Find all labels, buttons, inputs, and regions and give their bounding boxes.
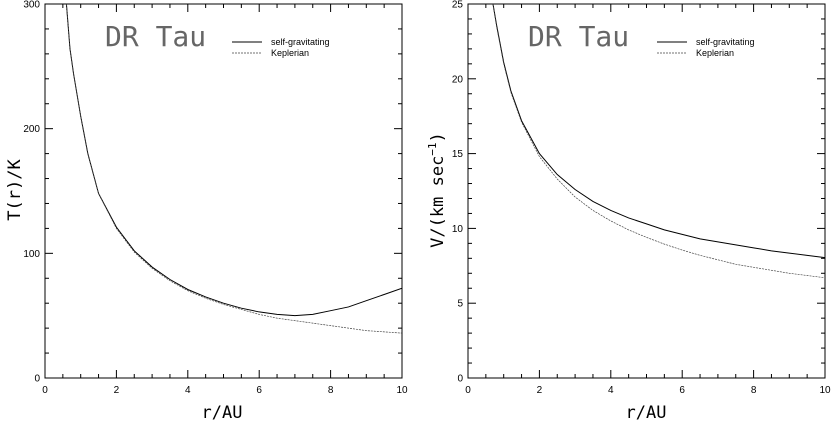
legend-label-keplerian: Keplerian	[271, 48, 309, 58]
y-tick-label: 300	[23, 0, 40, 11]
x-axis-label: r/AU	[626, 403, 667, 423]
legend-label-self-gravitating: self-gravitating	[696, 37, 755, 47]
keplerian-line	[492, 4, 825, 279]
series-group	[492, 4, 825, 279]
x-axis-label: r/AU	[202, 403, 243, 423]
y-tick-label: 20	[452, 74, 464, 85]
x-tick-label: 8	[328, 385, 334, 396]
y-tick-label: 15	[452, 149, 464, 160]
x-tick-label: 8	[751, 385, 757, 396]
x-tick-label: 4	[185, 385, 191, 396]
y-tick-label: 0	[457, 374, 463, 385]
y-tick-label: 200	[23, 124, 40, 135]
x-tick-label: 0	[42, 385, 48, 396]
series-group	[65, 4, 402, 334]
x-tick-label: 6	[679, 385, 685, 396]
x-tick-label: 2	[114, 385, 120, 396]
panel-title: DR Tau	[105, 20, 206, 53]
temperature-plot-frame	[44, 3, 403, 379]
x-tick-label: 0	[465, 385, 471, 396]
legend-label-keplerian: Keplerian	[696, 48, 734, 58]
x-tick-label: 4	[608, 385, 614, 396]
y-tick-label: 100	[23, 249, 40, 260]
self-gravitating-line	[492, 4, 825, 259]
y-axis-label: V/(km sec−1)	[426, 132, 448, 248]
x-tick-label: 10	[819, 385, 831, 396]
velocity-panel: 0 2 4 6 8 10 0 5 10 15 20 25 DR Tau r/AU V/(km sec−1) s…	[426, 0, 831, 423]
y-tick-label: 5	[457, 299, 463, 310]
x-tick-label: 10	[396, 385, 408, 396]
x-tick-label: 2	[537, 385, 543, 396]
y-tick-label: 25	[452, 0, 464, 11]
legend-label-self-gravitating: self-gravitating	[271, 37, 330, 47]
keplerian-line	[66, 4, 402, 334]
y-axis-label: T(r)/K	[5, 159, 25, 221]
velocity-plot-frame	[467, 3, 826, 379]
y-tick-label: 10	[452, 224, 464, 235]
panel-title: DR Tau	[528, 20, 629, 53]
y-tick-label: 0	[34, 374, 40, 385]
x-tick-label: 6	[256, 385, 262, 396]
